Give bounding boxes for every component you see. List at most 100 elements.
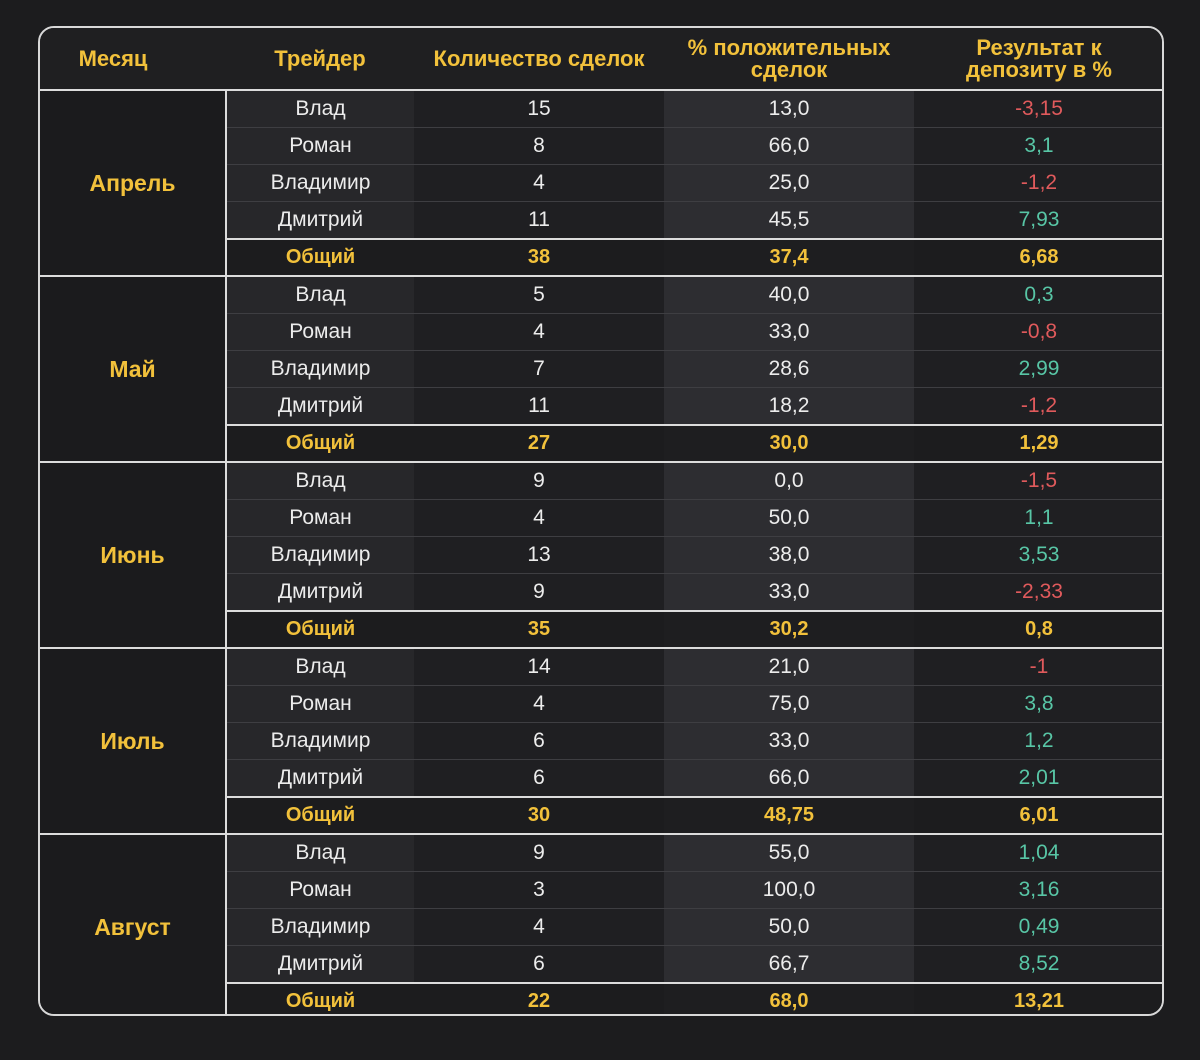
total-label: Общий [226, 610, 414, 649]
trade-count: 9 [414, 462, 664, 500]
table-row: Дмитрий 6 66,7 8,52 [40, 945, 1162, 984]
positive-percent: 33,0 [664, 313, 914, 351]
total-row: Общий 35 30,2 0,8 [40, 610, 1162, 649]
table-row: Роман 8 66,0 3,1 [40, 127, 1162, 165]
deposit-result: -3,15 [914, 90, 1162, 128]
trader-name: Дмитрий [226, 573, 414, 612]
deposit-result: 2,99 [914, 350, 1162, 388]
table-row: Владимир 4 25,0 -1,2 [40, 164, 1162, 202]
table-row: Дмитрий 9 33,0 -2,33 [40, 573, 1162, 612]
trader-name: Дмитрий [226, 387, 414, 426]
total-deposit-result: 1,29 [914, 424, 1162, 463]
trader-name: Роман [226, 499, 414, 537]
trader-name: Влад [226, 462, 414, 500]
deposit-result: 1,1 [914, 499, 1162, 537]
trader-name: Влад [226, 90, 414, 128]
total-trade-count: 22 [414, 982, 664, 1014]
deposit-result: -1,5 [914, 462, 1162, 500]
total-label: Общий [226, 424, 414, 463]
positive-percent: 18,2 [664, 387, 914, 426]
header-month: Месяц [40, 28, 226, 91]
trading-results-table: Месяц Трейдер Количество сделок % положи… [38, 26, 1164, 1016]
positive-percent: 33,0 [664, 573, 914, 612]
total-label: Общий [226, 238, 414, 277]
deposit-result: 1,2 [914, 722, 1162, 760]
deposit-result: 8,52 [914, 945, 1162, 984]
month-cell: Июнь [40, 462, 227, 649]
total-label: Общий [226, 796, 414, 835]
results-grid: Месяц Трейдер Количество сделок % положи… [40, 28, 1162, 1014]
header-trade-count: Количество сделок [414, 28, 664, 91]
positive-percent: 21,0 [664, 648, 914, 686]
trader-name: Владимир [226, 722, 414, 760]
header-row: Месяц Трейдер Количество сделок % положи… [40, 28, 1162, 91]
trader-name: Влад [226, 276, 414, 314]
trade-count: 13 [414, 536, 664, 574]
month-group: Май Влад 5 40,0 0,3 Роман 4 33,0 -0,8 Владимир 7 28… [40, 276, 1162, 463]
table-row: Роман 4 75,0 3,8 [40, 685, 1162, 723]
deposit-result: 3,16 [914, 871, 1162, 909]
positive-percent: 55,0 [664, 834, 914, 872]
total-row: Общий 30 48,75 6,01 [40, 796, 1162, 835]
month-cell: Апрель [40, 90, 227, 277]
trader-name: Владимир [226, 536, 414, 574]
month-cell: Август [40, 834, 227, 1014]
trade-count: 8 [414, 127, 664, 165]
trade-count: 11 [414, 387, 664, 426]
table-row: Апрель Влад 15 13,0 -3,15 [40, 90, 1162, 277]
trader-name: Влад [226, 834, 414, 872]
total-positive-percent: 30,0 [664, 424, 914, 463]
table-row: Дмитрий 11 18,2 -1,2 [40, 387, 1162, 426]
table-row: Июнь Влад 9 0,0 -1,5 [40, 462, 1162, 649]
trade-count: 14 [414, 648, 664, 686]
trader-name: Роман [226, 127, 414, 165]
month-group: Апрель Влад 15 13,0 -3,15 Роман 8 66,0 3,1 Владим… [40, 90, 1162, 277]
total-positive-percent: 68,0 [664, 982, 914, 1014]
positive-percent: 50,0 [664, 908, 914, 946]
positive-percent: 33,0 [664, 722, 914, 760]
trade-count: 4 [414, 908, 664, 946]
header-positive-percent: % положительных сделок [664, 28, 914, 91]
deposit-result: -2,33 [914, 573, 1162, 612]
positive-percent: 50,0 [664, 499, 914, 537]
total-deposit-result: 0,8 [914, 610, 1162, 649]
trade-count: 4 [414, 499, 664, 537]
table-header: Месяц Трейдер Количество сделок % положи… [40, 28, 1162, 91]
table-row: Роман 4 33,0 -0,8 [40, 313, 1162, 351]
positive-percent: 40,0 [664, 276, 914, 314]
trade-count: 9 [414, 573, 664, 612]
deposit-result: 3,1 [914, 127, 1162, 165]
table-row: Дмитрий 11 45,5 7,93 [40, 201, 1162, 240]
trade-count: 4 [414, 164, 664, 202]
deposit-result: -1,2 [914, 387, 1162, 426]
positive-percent: 66,0 [664, 127, 914, 165]
table-row: Дмитрий 6 66,0 2,01 [40, 759, 1162, 798]
total-positive-percent: 30,2 [664, 610, 914, 649]
trader-name: Владимир [226, 350, 414, 388]
positive-percent: 66,7 [664, 945, 914, 984]
trader-name: Владимир [226, 908, 414, 946]
total-row: Общий 27 30,0 1,29 [40, 424, 1162, 463]
deposit-result: 7,93 [914, 201, 1162, 240]
month-cell: Июль [40, 648, 227, 835]
trade-count: 3 [414, 871, 664, 909]
trade-count: 5 [414, 276, 664, 314]
total-row: Общий 38 37,4 6,68 [40, 238, 1162, 277]
total-trade-count: 27 [414, 424, 664, 463]
trade-count: 6 [414, 722, 664, 760]
trader-name: Роман [226, 685, 414, 723]
trader-name: Роман [226, 313, 414, 351]
deposit-result: 0,49 [914, 908, 1162, 946]
table-row: Владимир 6 33,0 1,2 [40, 722, 1162, 760]
trade-count: 9 [414, 834, 664, 872]
deposit-result: -1,2 [914, 164, 1162, 202]
trade-count: 15 [414, 90, 664, 128]
deposit-result: 2,01 [914, 759, 1162, 798]
positive-percent: 28,6 [664, 350, 914, 388]
month-cell: Май [40, 276, 227, 463]
total-row: Общий 22 68,0 13,21 [40, 982, 1162, 1014]
table-row: Июль Влад 14 21,0 -1 [40, 648, 1162, 835]
trader-name: Дмитрий [226, 945, 414, 984]
positive-percent: 25,0 [664, 164, 914, 202]
positive-percent: 66,0 [664, 759, 914, 798]
